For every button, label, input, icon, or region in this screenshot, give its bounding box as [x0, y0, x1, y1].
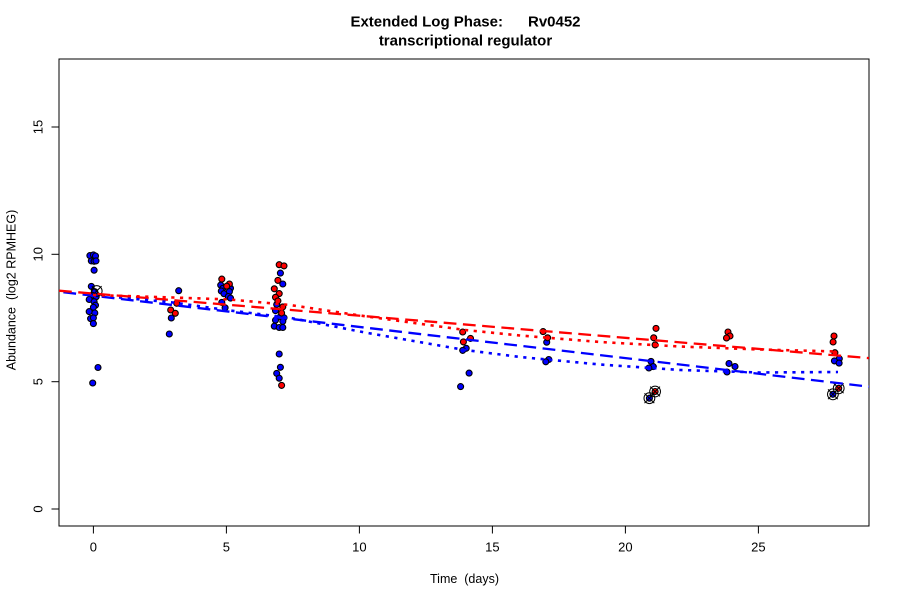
- svg-text:15: 15: [31, 120, 46, 134]
- svg-text:Extended Log Phase: Rv045: Extended Log Phase: Rv0452: [350, 14, 580, 31]
- svg-text:transcriptional regulator: transcriptional regulator: [379, 33, 553, 50]
- svg-text:0: 0: [90, 540, 97, 555]
- svg-text:Time (days): Time (days): [430, 572, 499, 586]
- svg-text:25: 25: [751, 540, 765, 555]
- svg-text:5: 5: [31, 378, 46, 385]
- svg-text:0: 0: [31, 505, 46, 512]
- svg-text:20: 20: [618, 540, 632, 555]
- svg-text:Abundance (log2 RPMHEG): Abundance (log2 RPMHEG): [5, 210, 19, 371]
- svg-text:15: 15: [485, 540, 499, 555]
- svg-text:10: 10: [31, 247, 46, 261]
- svg-text:5: 5: [223, 540, 230, 555]
- svg-text:10: 10: [352, 540, 366, 555]
